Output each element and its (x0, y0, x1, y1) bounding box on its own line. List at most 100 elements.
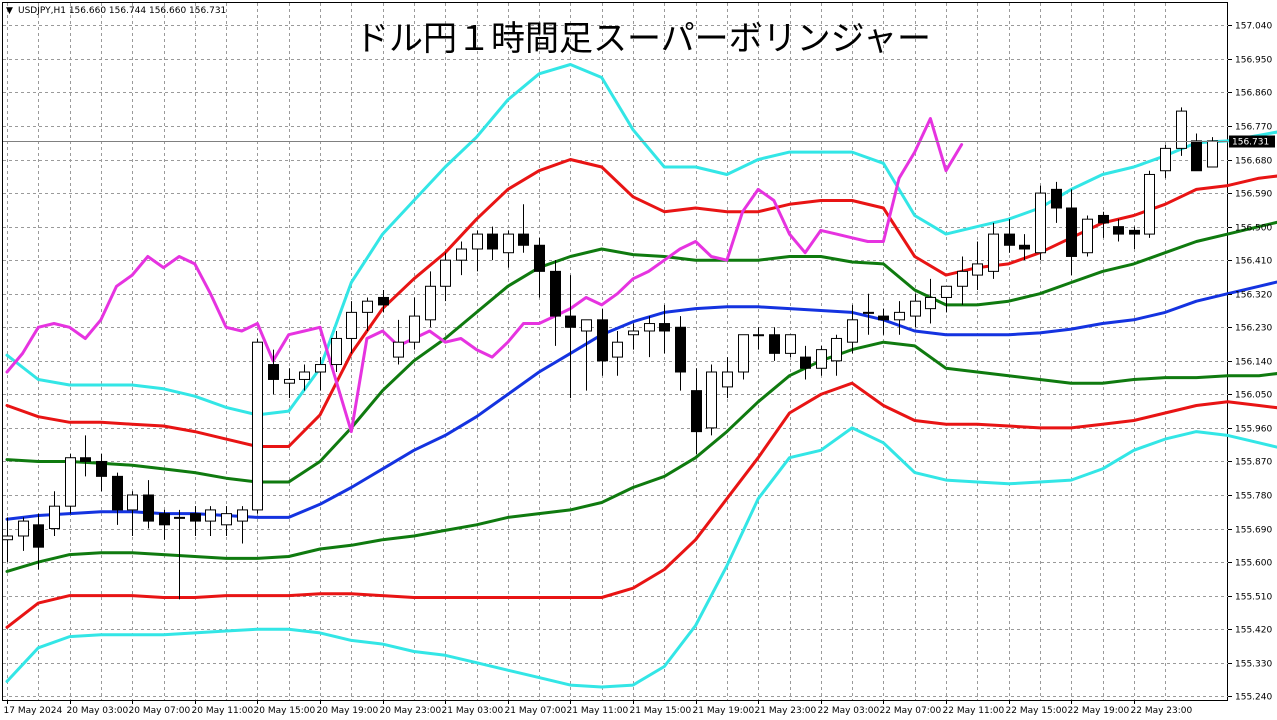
candle-body-bull (49, 505, 60, 530)
candle-body-bull (1144, 173, 1155, 235)
candle-body-bull (738, 334, 749, 373)
menu-glyph[interactable]: ▼ (6, 6, 13, 16)
candle-body-bear (1051, 188, 1062, 209)
y-axis: 157.040 156.950 156.860 156.770 156.680 156.5… (1228, 22, 1272, 703)
candle-body-bear (518, 233, 529, 246)
candle-body-bear (159, 513, 170, 526)
y-tick-label: 156.590 (1235, 190, 1272, 200)
candle-body-bear (1004, 233, 1015, 246)
candle-body-bull (831, 337, 842, 362)
series-line-lagging_span-遅行スパン (5, 117, 964, 434)
x-tick-label: 20 May 03:00 (67, 706, 129, 716)
x-tick-label: 22 May 11:00 (943, 706, 1005, 716)
candle-body-bull (174, 516, 185, 519)
candle-body-bull (221, 513, 232, 526)
x-tick-label: 20 May 23:00 (380, 706, 442, 716)
candle-body-bull (456, 248, 467, 261)
candle-body-bull (1082, 218, 1093, 254)
current-price-box (1229, 135, 1275, 148)
candle-body-bull (628, 330, 639, 336)
candle-body-bear (550, 270, 561, 317)
x-tick-label: 20 May 11:00 (192, 706, 254, 716)
series-line-band_1sigma--1σ (5, 340, 1277, 573)
candle-body-bull (925, 296, 936, 310)
x-tick-label: 22 May 03:00 (818, 706, 880, 716)
candle-body-bull (753, 334, 764, 337)
x-tick-label: 21 May 07:00 (505, 706, 567, 716)
x-tick-label: 20 May 07:00 (129, 706, 191, 716)
y-tick-label: 155.960 (1235, 425, 1272, 435)
series-line-band_2sigma--2σ (5, 381, 1277, 629)
x-tick-label: 21 May 03:00 (442, 706, 504, 716)
x-axis: 17 May 2024 20 May 03:00 20 May 07:00 20 Ma… (4, 700, 1193, 716)
candle-body-bull (425, 285, 436, 321)
candle-body-bear (1113, 226, 1124, 235)
chart-title: ドル円１時間足スーパーボリンジャー (355, 19, 931, 59)
candle-body-bull (284, 378, 295, 384)
candle-body-bear (112, 475, 123, 511)
candle-body-bear (378, 296, 389, 306)
candle-body-bull (910, 300, 921, 317)
x-tick-label: 20 May 15:00 (254, 706, 316, 716)
candle-body-bull (612, 341, 623, 358)
candle-body-bull (988, 233, 999, 272)
candle-body-bull (409, 315, 420, 343)
candle-body-bull (941, 285, 952, 298)
candle-body-bull (503, 233, 514, 254)
candle-body-bull (331, 337, 342, 366)
x-tick-label: 17 May 2024 (4, 706, 63, 716)
current-price-line-layer: 156.731 (3, 135, 1275, 148)
candle-body-bear (96, 460, 107, 477)
candle-body-bear (597, 319, 608, 362)
candle-body-bull (1035, 192, 1046, 254)
series-line-band_3sigma-+3σ (5, 63, 1277, 417)
candle-body-bull (362, 300, 373, 313)
x-tick-label: 21 May 23:00 (755, 706, 817, 716)
candle-body-bear (878, 315, 889, 321)
y-tick-label: 155.690 (1235, 526, 1272, 536)
candle-body-bull (65, 457, 76, 507)
y-tick-label: 155.420 (1235, 626, 1272, 636)
candle-body-bear (1066, 207, 1077, 257)
candle-body-bull (1160, 147, 1171, 172)
x-tick-label: 22 May 23:00 (1131, 706, 1193, 716)
y-tick-label: 156.050 (1235, 391, 1272, 401)
x-tick-label: 20 May 19:00 (317, 706, 379, 716)
candle-body-bull (393, 341, 404, 358)
candle-body-bear (1191, 140, 1202, 172)
candle-body-bear (33, 524, 44, 548)
y-tick-label: 156.770 (1235, 123, 1272, 133)
y-tick-label: 155.600 (1235, 559, 1272, 569)
candle-body-bull (722, 371, 733, 388)
candle-body-bull (816, 349, 827, 369)
y-tick-label: 155.240 (1235, 693, 1272, 703)
candle-body-bull (1176, 110, 1187, 149)
series-line-band_2sigma-+2σ (5, 158, 1277, 448)
y-tick-label: 156.140 (1235, 358, 1272, 368)
y-tick-label: 157.040 (1235, 22, 1272, 32)
y-tick-label: 156.320 (1235, 291, 1272, 301)
candle-body-bull (127, 494, 138, 511)
candle-body-bear (268, 364, 279, 380)
candle-body-bull (863, 311, 874, 314)
candle-body-bull (957, 270, 968, 287)
x-tick-label: 21 May 19:00 (693, 706, 755, 716)
candle-body-bear (769, 334, 780, 354)
series-line-band_3sigma--3σ (5, 426, 1277, 689)
candle-body-bull (315, 364, 326, 373)
candles (2, 107, 1218, 600)
x-tick-label: 22 May 19:00 (1068, 706, 1130, 716)
y-tick-label: 155.510 (1235, 593, 1272, 603)
y-tick-label: 156.230 (1235, 324, 1272, 334)
candle-body-bear (1129, 229, 1140, 235)
symbol-header: USDJPY,H1 156.660 156.744 156.660 156.73… (18, 6, 226, 16)
candle-body-bear (143, 494, 154, 522)
candle-body-bear (487, 233, 498, 250)
candle-body-bull (18, 520, 29, 537)
y-tick-label: 155.330 (1235, 660, 1272, 670)
x-tick-label: 21 May 15:00 (630, 706, 692, 716)
candle-body-bull (581, 319, 592, 332)
candle-body-bull (299, 371, 310, 380)
x-tick-label: 22 May 15:00 (1006, 706, 1068, 716)
candle-body-bear (565, 315, 576, 328)
